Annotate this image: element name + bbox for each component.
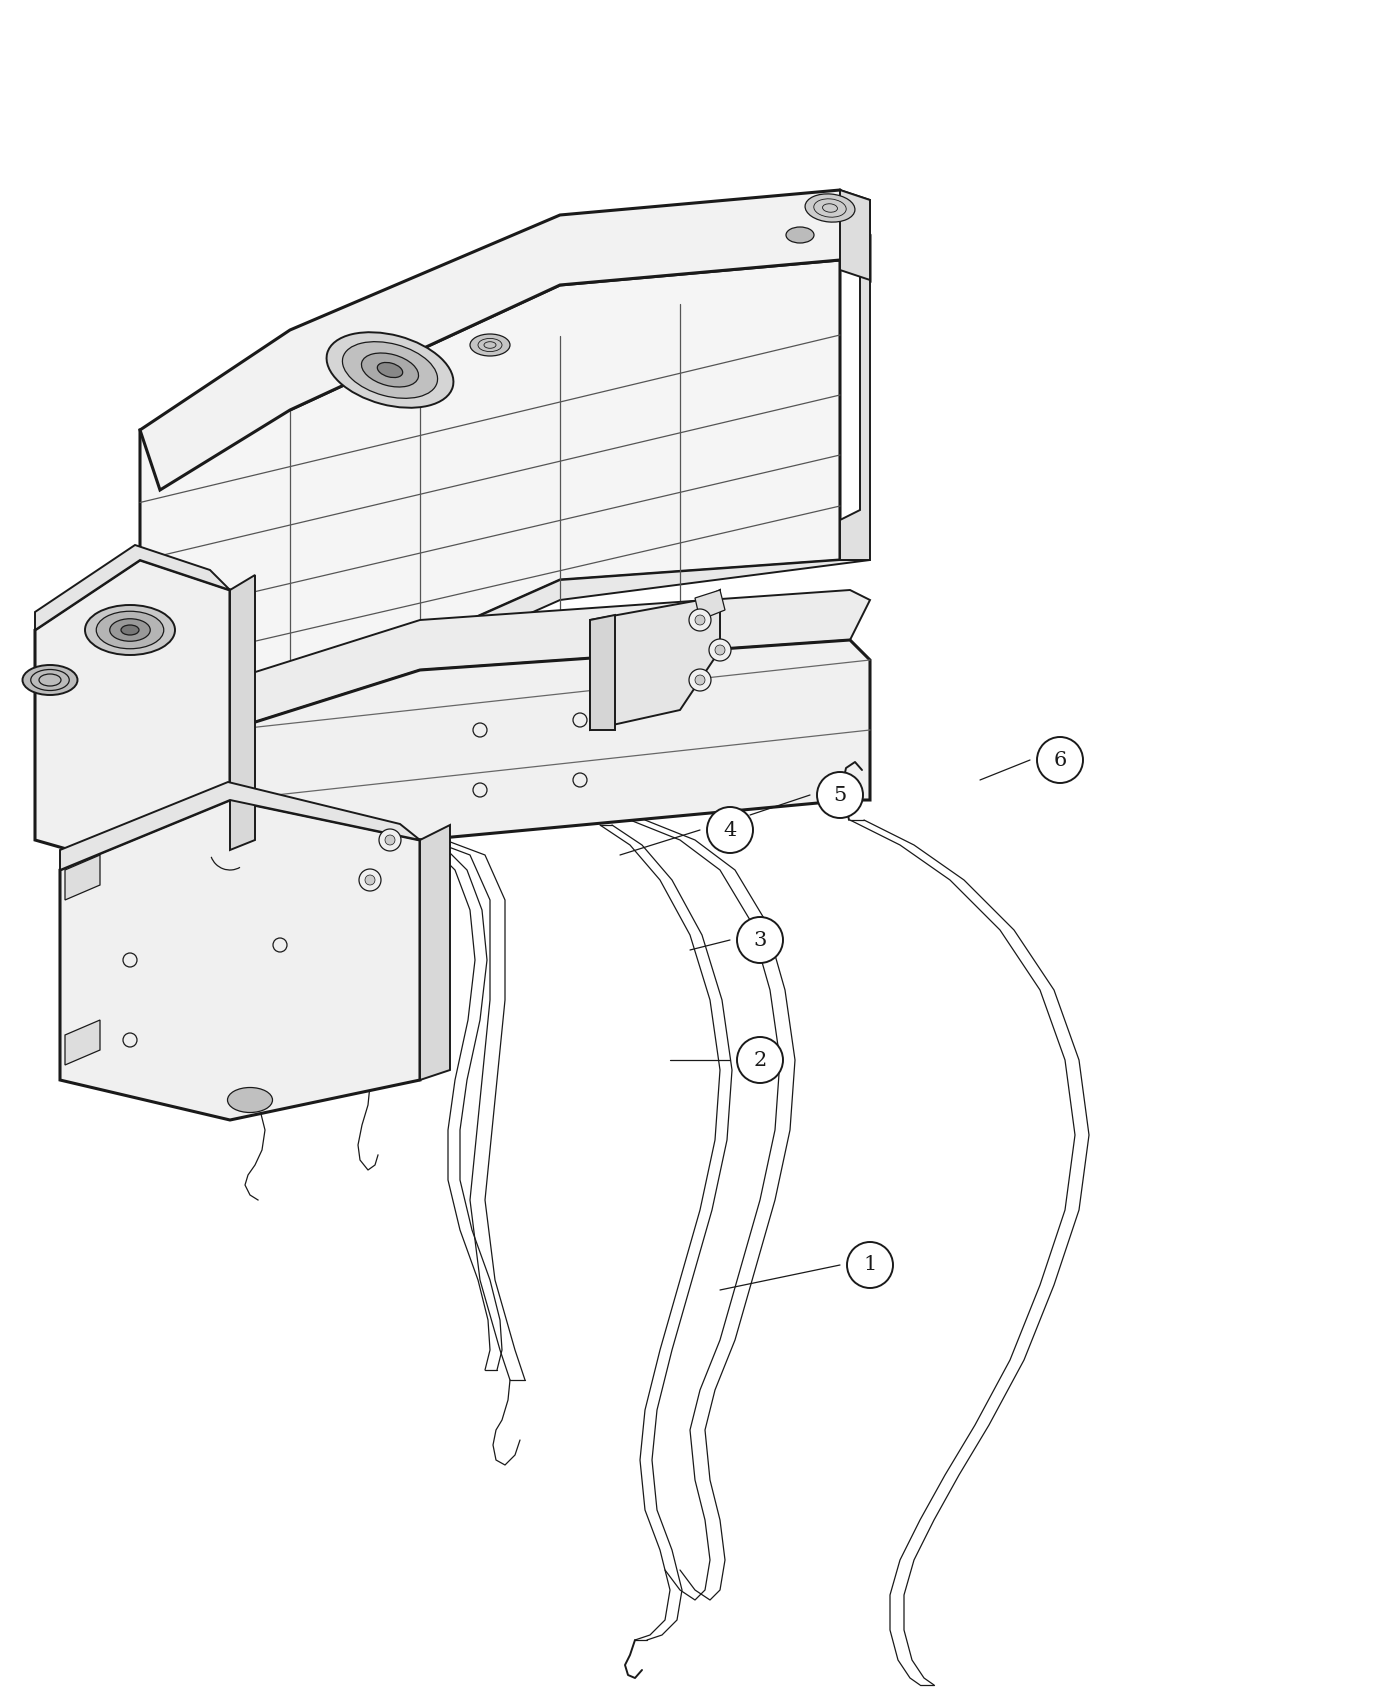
- Polygon shape: [64, 1020, 99, 1064]
- Ellipse shape: [85, 605, 175, 654]
- Circle shape: [708, 639, 731, 661]
- Circle shape: [847, 1243, 893, 1289]
- Polygon shape: [64, 855, 99, 899]
- Ellipse shape: [805, 194, 855, 223]
- Polygon shape: [60, 801, 420, 1120]
- Circle shape: [358, 869, 381, 891]
- Polygon shape: [589, 590, 720, 729]
- Ellipse shape: [22, 665, 77, 695]
- Polygon shape: [230, 575, 255, 850]
- Polygon shape: [230, 590, 869, 729]
- Circle shape: [736, 1037, 783, 1083]
- Ellipse shape: [97, 612, 164, 649]
- Polygon shape: [230, 639, 869, 920]
- Polygon shape: [140, 190, 869, 490]
- Polygon shape: [420, 824, 449, 1080]
- Circle shape: [379, 830, 400, 852]
- Ellipse shape: [361, 354, 419, 388]
- Text: 2: 2: [753, 1051, 767, 1069]
- Circle shape: [1037, 738, 1084, 784]
- Circle shape: [707, 808, 753, 853]
- Polygon shape: [140, 559, 869, 740]
- Polygon shape: [60, 782, 420, 870]
- Ellipse shape: [378, 362, 403, 377]
- Circle shape: [689, 670, 711, 690]
- Text: 5: 5: [833, 785, 847, 804]
- Ellipse shape: [343, 342, 438, 398]
- Text: 3: 3: [753, 930, 767, 950]
- Text: 1: 1: [864, 1256, 876, 1275]
- Circle shape: [736, 916, 783, 962]
- Polygon shape: [140, 260, 840, 721]
- Ellipse shape: [120, 626, 139, 636]
- Polygon shape: [589, 615, 615, 729]
- Text: 4: 4: [724, 821, 736, 840]
- Circle shape: [385, 835, 395, 845]
- Ellipse shape: [109, 619, 150, 641]
- Polygon shape: [840, 190, 869, 559]
- Circle shape: [365, 876, 375, 886]
- Circle shape: [715, 644, 725, 654]
- Polygon shape: [694, 590, 725, 620]
- Circle shape: [694, 615, 706, 626]
- Polygon shape: [35, 559, 230, 870]
- Ellipse shape: [470, 333, 510, 355]
- Polygon shape: [35, 546, 230, 631]
- Ellipse shape: [785, 228, 813, 243]
- Circle shape: [818, 772, 862, 818]
- Polygon shape: [840, 190, 869, 280]
- Circle shape: [694, 675, 706, 685]
- Ellipse shape: [227, 1088, 273, 1112]
- Text: 6: 6: [1053, 750, 1067, 770]
- Ellipse shape: [326, 332, 454, 408]
- Circle shape: [689, 609, 711, 631]
